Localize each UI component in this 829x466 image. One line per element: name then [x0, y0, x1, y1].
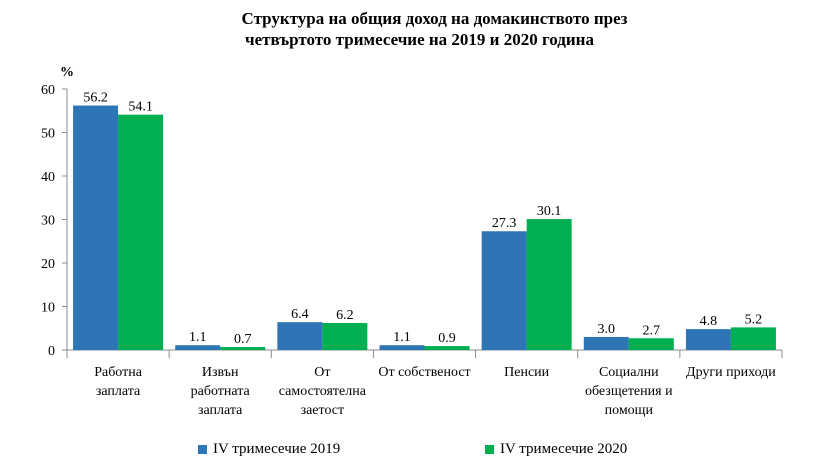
data-label-2020: 2.7 — [643, 323, 661, 338]
data-label-2019: 27.3 — [492, 216, 517, 231]
y-tick-label: 30 — [41, 214, 55, 229]
x-category-label: заплата — [198, 403, 243, 418]
bar-2019 — [583, 336, 629, 350]
y-tick-label: 60 — [41, 83, 55, 98]
data-label-2020: 30.1 — [537, 204, 562, 219]
data-label-2019: 1.1 — [189, 330, 207, 345]
bar-2019 — [685, 329, 731, 350]
chart-title: Структура на общия доход на домакинствот… — [241, 9, 628, 28]
y-tick-label: 0 — [48, 344, 55, 359]
legend-label-2019: IV тримесечие 2019 — [213, 441, 341, 457]
y-tick-label: 10 — [41, 301, 55, 316]
x-category-label: Работна — [94, 365, 143, 380]
data-label-2019: 6.4 — [291, 307, 309, 322]
data-label-2019: 56.2 — [83, 91, 108, 106]
bar-2019 — [175, 345, 221, 350]
y-tick-label: 50 — [41, 127, 55, 142]
x-category-label: Социални — [599, 365, 659, 380]
bar-2020 — [730, 327, 776, 350]
x-category-label: Пенсии — [504, 365, 550, 380]
x-category-label: От — [314, 365, 330, 380]
data-label-2020: 0.7 — [234, 332, 252, 347]
x-category-label: От собственост — [378, 365, 470, 380]
chart-subtitle: четвъртото тримесечие на 2019 и 2020 год… — [245, 30, 594, 49]
y-tick-label: 20 — [41, 257, 55, 272]
bar-2019 — [73, 105, 119, 350]
x-category-label: помощи — [605, 403, 654, 418]
y-axis-unit-label: % — [60, 65, 74, 80]
legend-swatch-2019 — [198, 445, 207, 454]
data-label-2020: 54.1 — [128, 100, 153, 115]
legend-swatch-2020 — [485, 445, 494, 454]
bar-2020 — [628, 338, 674, 350]
x-category-label: заплата — [96, 384, 141, 399]
x-category-label: обезщетения и — [585, 384, 673, 399]
data-label-2019: 4.8 — [700, 314, 718, 329]
legend-item-2019: IV тримесечие 2019 — [198, 441, 340, 458]
bar-2019 — [277, 322, 323, 350]
x-category-label: самостоятелна — [279, 384, 367, 399]
bar-2020 — [424, 346, 470, 350]
bar-2020 — [118, 114, 164, 350]
x-category-label: заетост — [301, 403, 345, 418]
data-label-2019: 3.0 — [598, 322, 616, 337]
bar-2019 — [379, 345, 425, 350]
legend-item-2020: IV тримесечие 2020 — [485, 441, 627, 458]
data-label-2020: 6.2 — [336, 308, 354, 323]
bar-2020 — [220, 346, 266, 350]
data-label-2020: 0.9 — [438, 331, 456, 346]
x-category-label: работната — [191, 384, 251, 399]
bar-2020 — [322, 323, 368, 350]
x-category-label: Извън — [202, 365, 239, 380]
bar-2020 — [526, 219, 572, 350]
data-label-2019: 1.1 — [393, 330, 411, 345]
legend-label-2020: IV тримесечие 2020 — [500, 441, 628, 457]
bar-2019 — [481, 231, 527, 350]
x-category-label: Други приходи — [686, 365, 776, 380]
data-label-2020: 5.2 — [745, 312, 763, 327]
y-tick-label: 40 — [41, 170, 55, 185]
